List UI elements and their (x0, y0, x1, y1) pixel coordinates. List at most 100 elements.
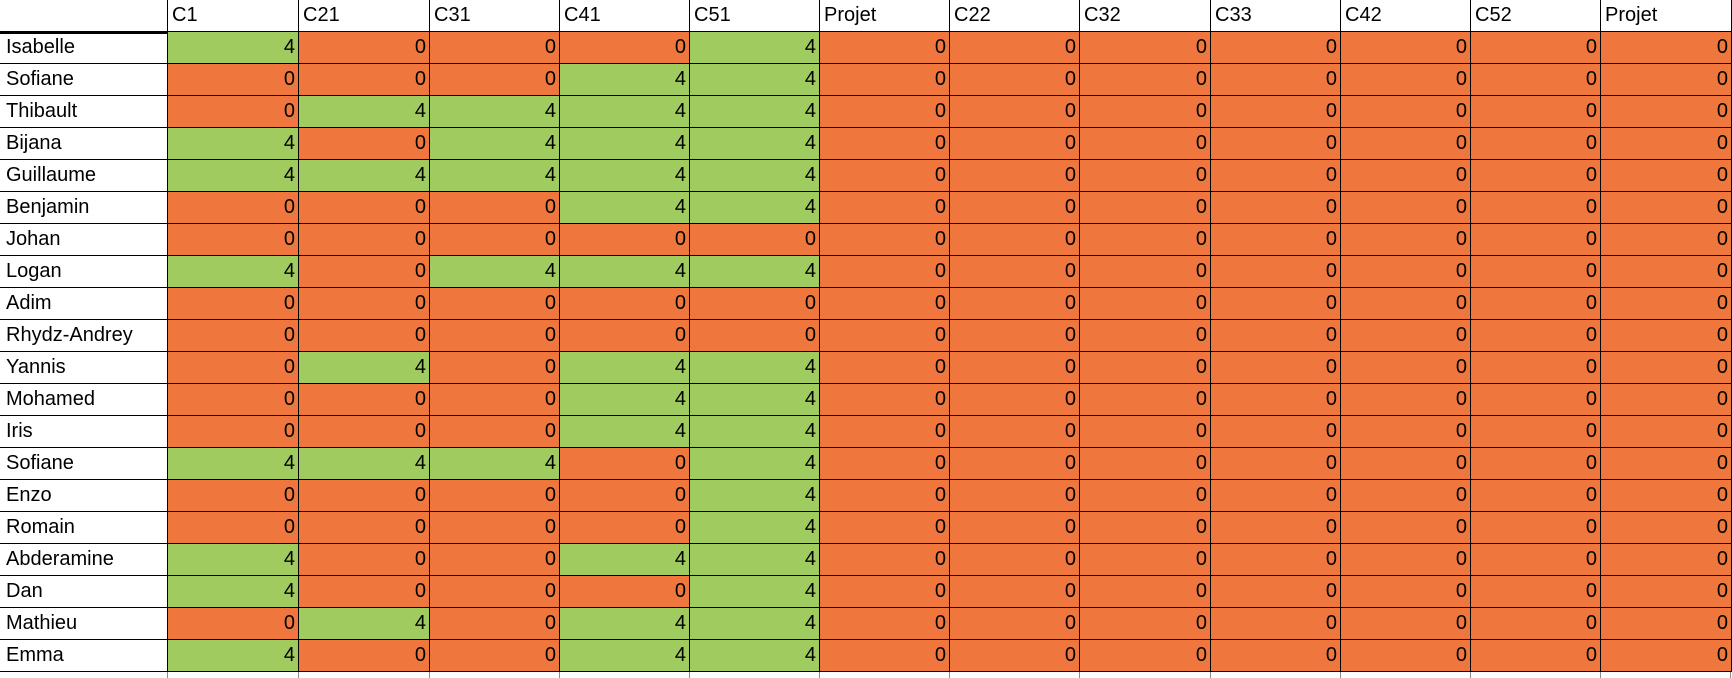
student-name-cell[interactable]: Logan (0, 256, 168, 288)
score-cell[interactable]: 0 (299, 416, 430, 448)
score-cell[interactable]: 4 (560, 256, 690, 288)
score-cell[interactable]: 0 (1211, 608, 1341, 640)
score-cell[interactable]: 0 (820, 576, 950, 608)
score-cell[interactable]: 0 (1601, 32, 1732, 64)
score-cell[interactable]: 4 (560, 544, 690, 576)
column-header-c1[interactable]: C1 (168, 0, 299, 32)
score-cell[interactable]: 0 (1080, 512, 1211, 544)
score-cell[interactable]: 4 (560, 128, 690, 160)
score-cell[interactable]: 0 (1080, 384, 1211, 416)
score-cell[interactable]: 0 (299, 512, 430, 544)
student-name-cell[interactable]: Guillaume (0, 160, 168, 192)
score-cell[interactable]: 0 (1080, 480, 1211, 512)
score-cell[interactable]: 0 (950, 576, 1080, 608)
score-cell[interactable]: 0 (1341, 160, 1471, 192)
column-header-c22[interactable]: C22 (950, 0, 1080, 32)
score-cell[interactable]: 0 (168, 480, 299, 512)
score-cell[interactable]: 0 (1341, 416, 1471, 448)
score-cell[interactable]: 0 (690, 288, 820, 320)
score-cell[interactable]: 0 (950, 480, 1080, 512)
score-cell[interactable]: 0 (560, 320, 690, 352)
student-name-cell[interactable]: Yannis (0, 352, 168, 384)
student-name-cell[interactable]: Sofiane (0, 448, 168, 480)
score-cell[interactable]: 4 (299, 352, 430, 384)
score-cell[interactable]: 0 (299, 640, 430, 672)
score-cell[interactable]: 0 (1471, 544, 1601, 576)
score-cell[interactable]: 0 (299, 128, 430, 160)
score-cell[interactable]: 0 (168, 416, 299, 448)
score-cell[interactable]: 4 (299, 448, 430, 480)
score-cell[interactable]: 0 (1341, 448, 1471, 480)
score-cell[interactable]: 4 (690, 512, 820, 544)
score-cell[interactable]: 0 (1601, 640, 1732, 672)
score-cell[interactable]: 0 (1471, 32, 1601, 64)
score-cell[interactable]: 0 (299, 576, 430, 608)
score-cell[interactable]: 0 (1341, 64, 1471, 96)
score-cell[interactable]: 4 (299, 160, 430, 192)
score-cell[interactable]: 0 (1341, 128, 1471, 160)
score-cell[interactable]: 4 (168, 576, 299, 608)
score-cell[interactable]: 0 (430, 640, 560, 672)
score-cell[interactable]: 0 (820, 32, 950, 64)
score-cell[interactable]: 0 (1471, 64, 1601, 96)
score-cell[interactable]: 0 (1471, 128, 1601, 160)
score-cell[interactable]: 0 (1211, 192, 1341, 224)
score-cell[interactable]: 4 (690, 544, 820, 576)
score-cell[interactable]: 0 (1601, 128, 1732, 160)
score-cell[interactable]: 0 (299, 544, 430, 576)
score-cell[interactable]: 0 (560, 288, 690, 320)
score-cell[interactable]: 0 (1471, 608, 1601, 640)
score-cell[interactable]: 0 (1211, 640, 1341, 672)
score-cell[interactable]: 4 (690, 384, 820, 416)
score-cell[interactable]: 4 (690, 448, 820, 480)
score-cell[interactable]: 0 (299, 32, 430, 64)
score-cell[interactable]: 0 (950, 608, 1080, 640)
score-cell[interactable]: 0 (950, 64, 1080, 96)
score-cell[interactable]: 0 (168, 512, 299, 544)
score-cell[interactable]: 0 (820, 96, 950, 128)
score-cell[interactable]: 0 (1211, 448, 1341, 480)
score-cell[interactable]: 0 (1211, 288, 1341, 320)
score-cell[interactable]: 0 (1080, 64, 1211, 96)
score-cell[interactable]: 4 (430, 96, 560, 128)
student-name-cell[interactable]: Johan (0, 224, 168, 256)
score-cell[interactable]: 0 (1601, 192, 1732, 224)
score-cell[interactable]: 0 (430, 32, 560, 64)
score-cell[interactable]: 0 (430, 64, 560, 96)
score-cell[interactable]: 4 (690, 32, 820, 64)
score-cell[interactable]: 0 (820, 320, 950, 352)
score-cell[interactable]: 4 (430, 160, 560, 192)
score-cell[interactable]: 0 (950, 256, 1080, 288)
score-cell[interactable]: 0 (820, 128, 950, 160)
score-cell[interactable]: 0 (299, 224, 430, 256)
score-cell[interactable]: 0 (1601, 480, 1732, 512)
score-cell[interactable]: 0 (1601, 64, 1732, 96)
score-cell[interactable]: 0 (820, 384, 950, 416)
score-cell[interactable]: 4 (560, 608, 690, 640)
score-cell[interactable]: 4 (168, 128, 299, 160)
score-cell[interactable]: 0 (1080, 192, 1211, 224)
score-cell[interactable]: 0 (950, 96, 1080, 128)
score-cell[interactable]: 4 (560, 160, 690, 192)
score-cell[interactable]: 0 (299, 64, 430, 96)
score-cell[interactable]: 0 (1341, 224, 1471, 256)
score-cell[interactable]: 0 (820, 256, 950, 288)
score-cell[interactable]: 0 (430, 288, 560, 320)
column-header-projet[interactable]: Projet (1601, 0, 1732, 32)
score-cell[interactable]: 4 (690, 96, 820, 128)
score-cell[interactable]: 0 (1601, 384, 1732, 416)
student-name-cell[interactable]: Rhydz-Andrey (0, 320, 168, 352)
score-cell[interactable]: 0 (1211, 512, 1341, 544)
student-name-cell[interactable]: Dan (0, 576, 168, 608)
score-cell[interactable]: 0 (1601, 416, 1732, 448)
score-cell[interactable]: 0 (299, 192, 430, 224)
score-cell[interactable]: 0 (1211, 384, 1341, 416)
score-cell[interactable]: 0 (1601, 576, 1732, 608)
score-cell[interactable]: 0 (560, 576, 690, 608)
score-cell[interactable]: 0 (820, 608, 950, 640)
score-cell[interactable]: 0 (820, 512, 950, 544)
score-cell[interactable]: 0 (820, 416, 950, 448)
score-cell[interactable]: 0 (950, 384, 1080, 416)
score-cell[interactable]: 4 (560, 640, 690, 672)
score-cell[interactable]: 0 (820, 160, 950, 192)
